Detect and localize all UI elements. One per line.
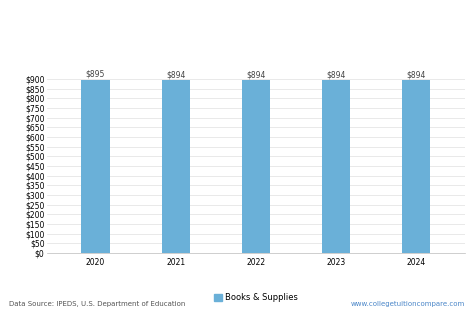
Bar	[322, 80, 350, 253]
Text: Data Source: IPEDS, U.S. Department of Education: Data Source: IPEDS, U.S. Department of E…	[9, 301, 186, 307]
Bar	[82, 80, 109, 253]
Bar	[402, 80, 430, 253]
Text: $894: $894	[407, 70, 426, 79]
Text: Central Carolina Technical College Books & Supplies Average Costs Changes: Central Carolina Technical College Books…	[29, 15, 445, 25]
Text: $894: $894	[166, 70, 185, 79]
Bar	[242, 80, 270, 253]
Text: $894: $894	[246, 70, 265, 79]
Bar	[162, 80, 190, 253]
Text: www.collegetuitioncompare.com: www.collegetuitioncompare.com	[350, 301, 465, 307]
Text: $894: $894	[327, 70, 346, 79]
Legend: Books & Supplies: Books & Supplies	[210, 290, 301, 306]
Text: $895: $895	[86, 70, 105, 79]
Text: (From 2020 to 2024): (From 2020 to 2024)	[187, 42, 287, 52]
